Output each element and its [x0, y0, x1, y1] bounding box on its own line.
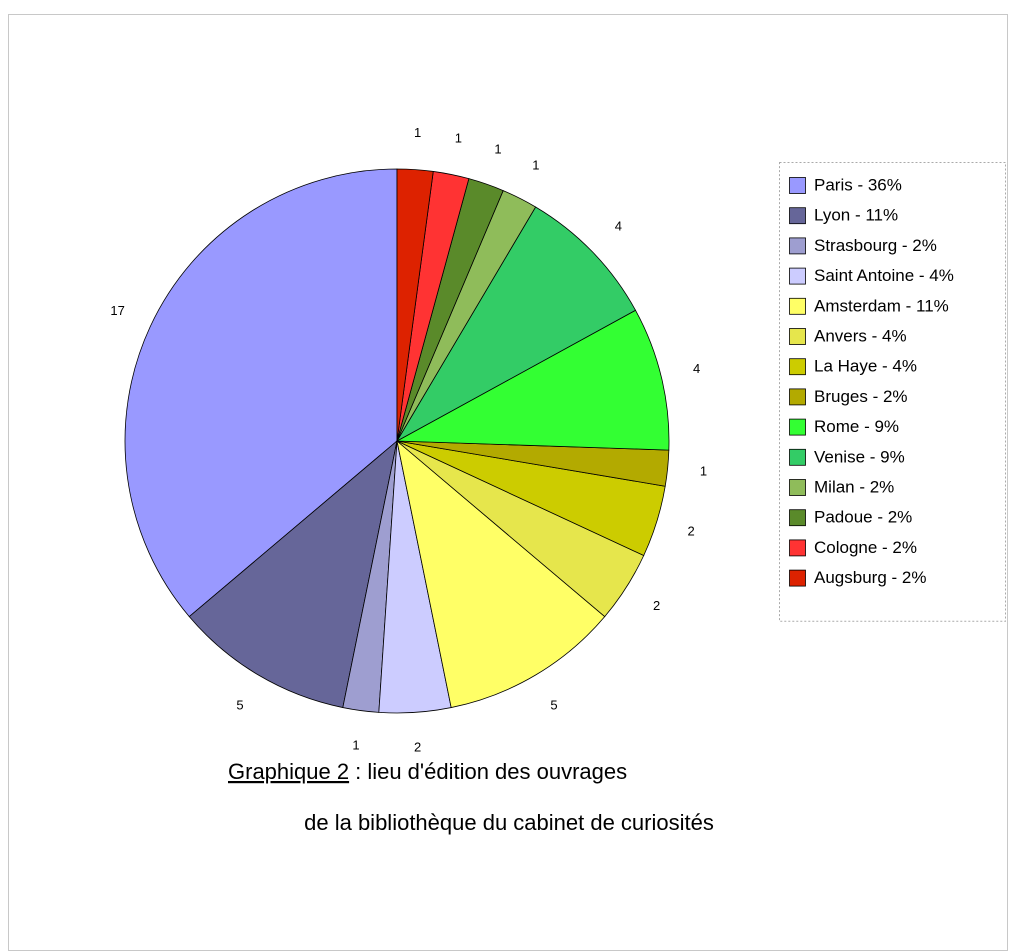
pie-slice [124, 168, 398, 618]
legend-label: Saint Antoine - 4% [814, 266, 954, 285]
data-label: 1 [532, 158, 539, 173]
legend-swatch [789, 237, 806, 255]
legend-label: Bruges - 2% [814, 387, 908, 406]
pie-slice [396, 439, 606, 709]
legend-label: La Haye - 4% [814, 357, 917, 376]
legend-swatch [789, 569, 806, 587]
pie-slice [395, 206, 637, 443]
data-label: 17 [110, 303, 124, 318]
legend-swatch [789, 479, 806, 496]
legend-label: Paris - 36% [814, 175, 902, 194]
legend-swatch [789, 448, 806, 466]
pie-slice [395, 309, 670, 451]
legend-label: Rome - 9% [814, 417, 899, 436]
data-label: 2 [653, 598, 660, 613]
legend-label: Venise - 9% [814, 447, 905, 466]
chart-subtitle: de la bibliothèque du cabinet de curiosi… [304, 810, 714, 835]
legend-swatch [789, 297, 806, 315]
legend-label: Strasbourg - 2% [814, 236, 937, 255]
data-label: 2 [688, 524, 695, 539]
data-label: 2 [414, 740, 421, 755]
data-label: 4 [615, 218, 622, 233]
legend-box [779, 162, 1006, 622]
chart-border [8, 14, 1008, 951]
legend-swatch [789, 509, 806, 527]
legend-label: Anvers - 4% [814, 326, 907, 345]
data-label: 1 [352, 738, 359, 753]
data-label: 1 [455, 131, 462, 146]
pie-slice [188, 439, 398, 709]
data-label: 1 [494, 141, 501, 156]
legend-swatch [789, 328, 806, 345]
title-text: : lieu d'édition des ouvrages [355, 759, 627, 784]
pie-slice [396, 168, 434, 442]
legend-label: Amsterdam - 11% [814, 296, 949, 315]
legend-label: Padoue - 2% [814, 508, 912, 527]
data-label: 1 [700, 463, 707, 478]
legend-swatch [789, 539, 806, 557]
data-label: 5 [550, 697, 557, 712]
legend-swatch [789, 418, 806, 436]
legend-swatch [789, 358, 806, 376]
legend-swatch [789, 388, 806, 406]
chart-title: Graphique 2: lieu d'édition des ouvrages [228, 759, 627, 784]
legend-swatch [789, 267, 806, 285]
data-label: 1 [414, 125, 421, 140]
legend-label: Lyon - 11% [814, 206, 898, 225]
legend-swatch [789, 177, 806, 194]
legend-label: Augsburg - 2% [814, 568, 926, 587]
data-label: 4 [693, 361, 700, 376]
data-label: 5 [236, 697, 243, 712]
title-prefix: Graphique 2 [228, 759, 349, 784]
legend-swatch [789, 207, 806, 225]
legend-label: Milan - 2% [814, 477, 894, 496]
legend-label: Cologne - 2% [814, 538, 917, 557]
